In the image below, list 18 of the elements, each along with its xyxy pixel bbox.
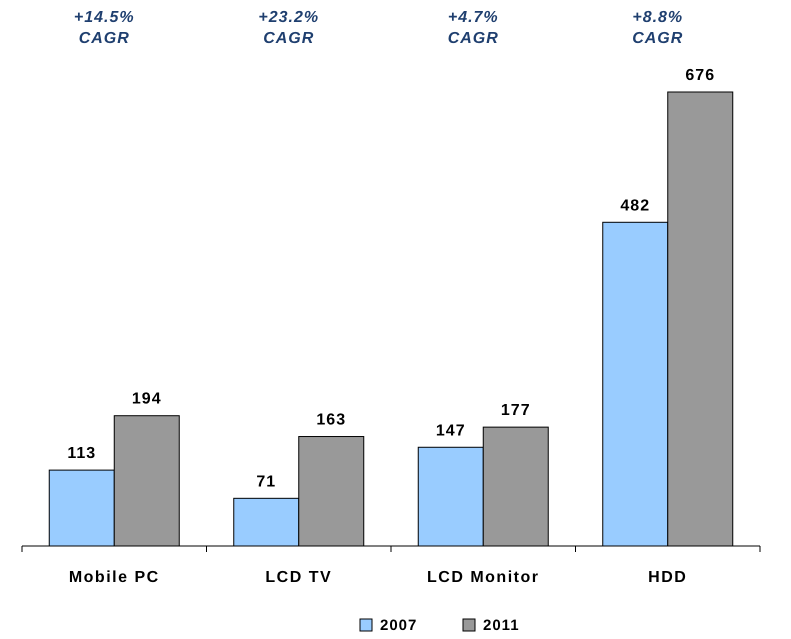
x-tick-label: LCD TV: [265, 569, 332, 586]
text: +8.8% CAGR: [632, 9, 684, 47]
legend-label: 2007: [380, 617, 418, 634]
data-label: 177: [500, 402, 531, 420]
text: +4.7% CAGR: [448, 9, 499, 47]
text: +14.5% CAGR: [74, 9, 135, 47]
data-label: 147: [436, 422, 466, 440]
data-label: 676: [685, 67, 716, 84]
x-tick-label: HDD: [648, 569, 688, 586]
data-label: 71: [256, 473, 276, 490]
data-label: 113: [67, 445, 96, 462]
data-label: 194: [132, 390, 162, 408]
x-tick-label: LCD Monitor: [427, 569, 540, 586]
x-tick-label: Mobile PC: [68, 569, 160, 586]
text: +23.2% CAGR: [258, 9, 320, 47]
data-label: 163: [316, 412, 346, 429]
legend-label: 2011: [483, 617, 520, 634]
data-label: 482: [620, 197, 650, 214]
